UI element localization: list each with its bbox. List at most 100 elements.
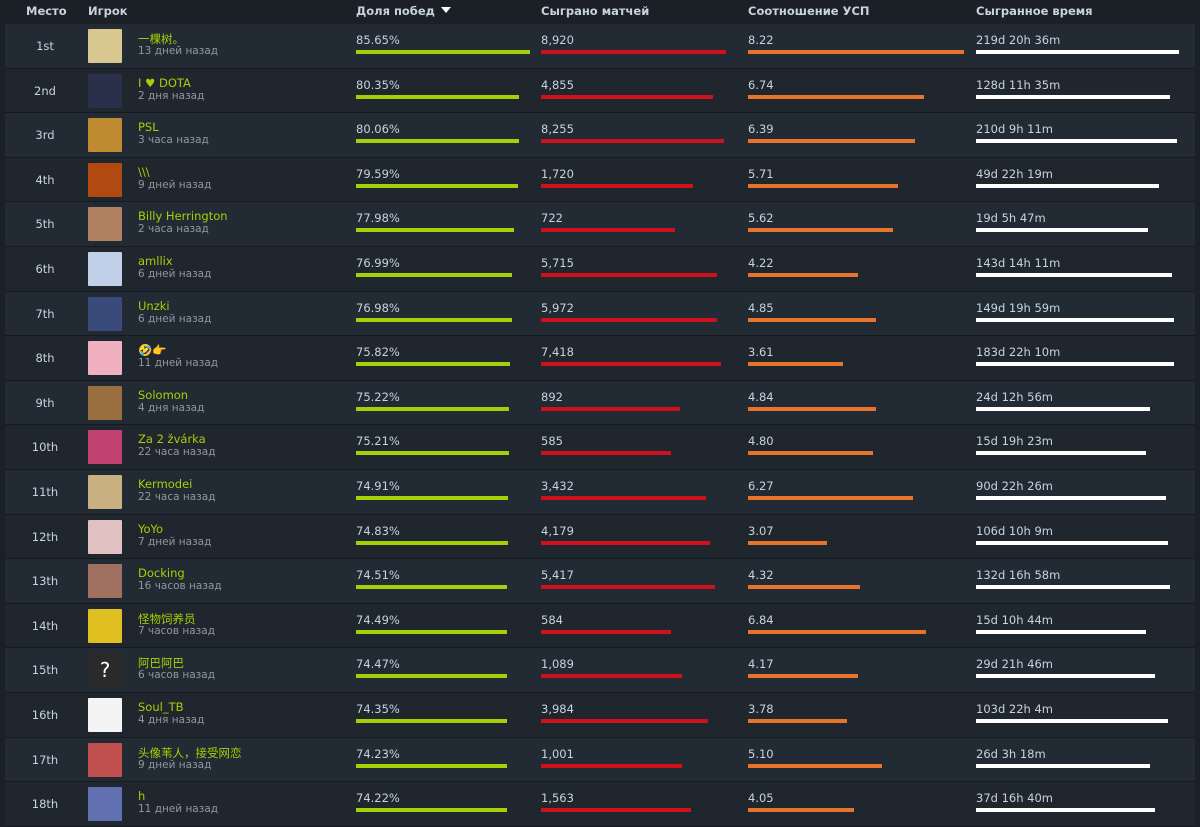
- player-name[interactable]: Soul_TB: [138, 699, 184, 714]
- player-name[interactable]: \\\: [138, 164, 150, 179]
- matches-played-bar: [541, 317, 717, 322]
- player-name[interactable]: amllix: [138, 253, 173, 268]
- last-seen: 7 дней назад: [138, 535, 212, 548]
- win-rate-bar: [356, 183, 518, 188]
- matches-played-bar: [541, 763, 682, 768]
- avatar[interactable]: [88, 118, 122, 153]
- rank: 11th: [31, 484, 59, 499]
- matches-played-cell: 584: [541, 613, 671, 634]
- matches-played-cell: 4,855: [541, 78, 713, 99]
- player-name[interactable]: Solomon: [138, 387, 189, 402]
- rank: 13th: [31, 574, 59, 589]
- table-row: 6th amllix 6 дней назад 76.99% 5,715 4.2…: [5, 246, 1195, 292]
- avatar[interactable]: [88, 29, 122, 63]
- rank: 9th: [35, 395, 55, 410]
- kda-ratio-value: 3.07: [748, 523, 774, 538]
- kda-ratio-value: 3.78: [748, 701, 774, 716]
- kda-ratio-cell: 5.10: [748, 747, 882, 768]
- player-name[interactable]: Unzki: [138, 298, 170, 313]
- avatar[interactable]: [88, 162, 122, 197]
- time-played-cell: 149d 19h 59m: [976, 301, 1174, 322]
- win-rate-cell: 75.22%: [356, 390, 509, 411]
- table-row: 8th 🤣👉 11 дней назад 75.82% 7,418 3.61 1…: [5, 336, 1195, 381]
- header-winrate[interactable]: Доля побед: [356, 4, 451, 18]
- kda-ratio-bar: [748, 50, 964, 54]
- time-played-value: 183d 22h 10m: [976, 345, 1061, 360]
- player-name[interactable]: 怪物饲养员: [138, 611, 196, 626]
- win-rate-cell: 77.98%: [356, 211, 514, 233]
- last-seen: 22 часа назад: [138, 446, 216, 459]
- avatar[interactable]: ?: [88, 653, 122, 688]
- time-played-cell: 210d 9h 11m: [976, 122, 1177, 144]
- time-played-cell: 15d 19h 23m: [976, 434, 1146, 456]
- matches-played-cell: 1,563: [541, 791, 691, 813]
- last-seen: 6 дней назад: [138, 267, 212, 280]
- avatar[interactable]: [88, 73, 122, 108]
- time-played-bar: [976, 808, 1155, 813]
- avatar[interactable]: [88, 385, 122, 420]
- kda-ratio-cell: 8.22: [748, 33, 964, 54]
- sort-desc-icon: [440, 7, 451, 13]
- avatar[interactable]: [88, 474, 122, 509]
- matches-played-cell: 8,920: [541, 33, 726, 54]
- kda-ratio-cell: 4.32: [748, 568, 860, 590]
- time-played-value: 29d 21h 46m: [976, 657, 1054, 672]
- player-name[interactable]: 头像苇人，接受网恋: [138, 745, 242, 760]
- table-row: 10th Za 2 žvárka 22 часа назад 75.21% 58…: [5, 425, 1195, 470]
- header-winrate-label: Доля побед: [356, 4, 435, 18]
- table-header: Место Игрок Доля побед Сыграно матчей Со…: [0, 0, 1200, 24]
- avatar[interactable]: [88, 697, 122, 732]
- time-played-bar: [976, 406, 1150, 411]
- time-played-value: 26d 3h 18m: [976, 746, 1046, 761]
- player-name[interactable]: Kermodei: [138, 476, 193, 491]
- last-seen: 11 дней назад: [138, 803, 219, 816]
- win-rate-bar: [356, 317, 512, 322]
- player-name[interactable]: Za 2 žvárka: [138, 432, 206, 447]
- avatar[interactable]: [88, 430, 122, 465]
- player-name[interactable]: YoYo: [138, 521, 164, 536]
- table-row: 4th \\\ 9 дней назад 79.59% 1,720 5.71 4…: [5, 157, 1195, 203]
- header-matches[interactable]: Сыграно матчей: [541, 4, 650, 18]
- avatar[interactable]: [88, 519, 122, 554]
- kda-ratio-bar: [748, 406, 876, 411]
- rank: 16th: [31, 707, 59, 722]
- matches-played-cell: 7,418: [541, 345, 721, 367]
- avatar[interactable]: [88, 564, 122, 599]
- win-rate-value: 74.51%: [356, 568, 400, 583]
- player-name[interactable]: 阿巴阿巴: [138, 656, 184, 671]
- header-kda[interactable]: Соотношение УСП: [748, 4, 870, 18]
- matches-played-cell: 5,715: [541, 256, 717, 277]
- matches-played-value: 8,920: [541, 33, 574, 47]
- avatar[interactable]: [88, 608, 122, 643]
- header-time[interactable]: Сыгранное время: [976, 4, 1093, 18]
- header-player[interactable]: Игрок: [88, 4, 128, 18]
- kda-ratio-bar: [748, 272, 858, 277]
- player-name[interactable]: 一棵树。: [138, 32, 184, 46]
- player-name[interactable]: Billy Herrington: [138, 209, 228, 224]
- rank: 17th: [31, 752, 59, 767]
- last-seen: 7 часов назад: [138, 624, 215, 637]
- avatar[interactable]: [88, 341, 122, 376]
- avatar[interactable]: [88, 742, 122, 777]
- player-name[interactable]: Docking: [138, 566, 185, 581]
- avatar[interactable]: [88, 251, 122, 286]
- time-played-bar: [976, 94, 1170, 99]
- win-rate-bar: [356, 272, 512, 277]
- player-name[interactable]: 🤣👉: [138, 343, 167, 358]
- kda-ratio-value: 6.74: [748, 77, 774, 92]
- avatar[interactable]: [88, 207, 122, 242]
- table-row: 18th h 11 дней назад 74.22% 1,563 4.05 3…: [5, 782, 1195, 827]
- kda-ratio-cell: 6.84: [748, 613, 926, 634]
- matches-played-bar: [541, 406, 680, 411]
- avatar[interactable]: [88, 296, 122, 331]
- rank: 15th: [31, 663, 59, 678]
- player-name[interactable]: PSL: [138, 120, 159, 135]
- matches-played-cell: 1,720: [541, 167, 693, 188]
- player-name[interactable]: h: [138, 789, 146, 804]
- player-name[interactable]: I ♥ DOTA: [138, 75, 191, 90]
- header-place[interactable]: Место: [26, 4, 67, 18]
- avatar[interactable]: [88, 787, 122, 822]
- matches-played-bar: [541, 139, 724, 144]
- kda-ratio-cell: 3.07: [748, 523, 827, 545]
- kda-ratio-bar: [748, 183, 898, 188]
